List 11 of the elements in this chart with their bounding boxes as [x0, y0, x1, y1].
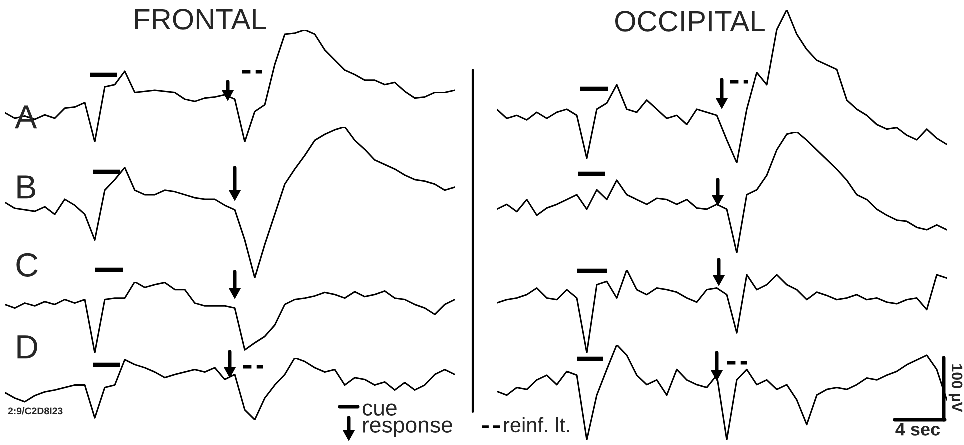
- chart-title: OCCIPITAL: [615, 11, 765, 32]
- annotation: B: [18, 176, 36, 199]
- text: response: [363, 420, 452, 438]
- annotation: cue: [362, 404, 397, 416]
- annotation: reinf. lt.: [504, 417, 570, 433]
- annotation: D: [18, 336, 38, 359]
- chart-title: FRONTAL: [135, 9, 266, 30]
- annotation: C: [16, 253, 38, 277]
- annotation: 100 µV: [948, 364, 963, 412]
- annotation: 4 sec: [896, 423, 940, 436]
- annotation: 2:9/C2D8I23: [8, 407, 63, 415]
